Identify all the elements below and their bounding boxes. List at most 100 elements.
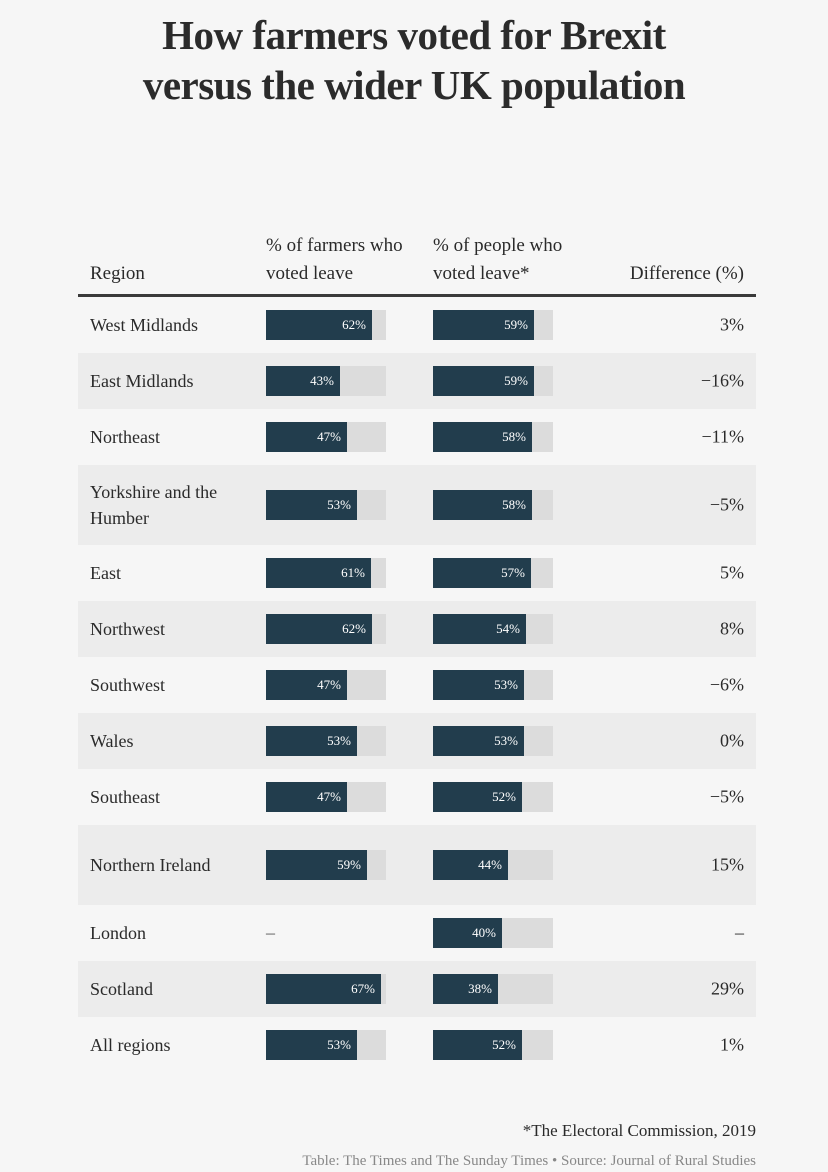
column-header-farmers: % of farmers who voted leave (266, 235, 403, 284)
region-label: All regions (90, 1035, 171, 1055)
people-bar-track: 53% (433, 670, 553, 700)
table-row: Yorkshire and the Humber 53% 58% −5% (78, 465, 756, 545)
farmers-bar-label: 62% (342, 317, 366, 332)
farmers-bar-label: 61% (341, 565, 365, 580)
region-label: Scotland (90, 979, 153, 999)
table-row: West Midlands 62% 59% 3% (78, 297, 756, 353)
table-row: Northwest 62% 54% 8% (78, 601, 756, 657)
people-bar-track: 57% (433, 558, 553, 588)
people-bar-track: 59% (433, 366, 553, 396)
farmers-bar-label: 53% (327, 497, 351, 512)
region-label: Northwest (90, 619, 165, 639)
region-label: East (90, 563, 121, 583)
difference-value: −11% (701, 426, 744, 447)
people-bar-track: 58% (433, 490, 553, 520)
farmers-bar: 59% (266, 850, 367, 880)
people-bar: 44% (433, 850, 508, 880)
difference-value: 15% (711, 854, 744, 875)
difference-value: −16% (700, 370, 744, 391)
difference-value: 1% (720, 1034, 744, 1055)
people-bar-label: 53% (494, 733, 518, 748)
table-row: Wales 53% 53% 0% (78, 713, 756, 769)
farmers-bar-label: 47% (317, 789, 341, 804)
column-header-region: Region (90, 263, 145, 284)
difference-value: 0% (720, 730, 744, 751)
people-bar-track: 53% (433, 726, 553, 756)
farmers-bar-label: 62% (342, 621, 366, 636)
people-bar-track: 59% (433, 310, 553, 340)
people-bar-label: 52% (492, 789, 516, 804)
farmers-bar: 53% (266, 726, 357, 756)
difference-value: −5% (709, 786, 744, 807)
farmers-bar-track: 53% (266, 726, 386, 756)
region-label: Southeast (90, 787, 160, 807)
farmers-bar: 47% (266, 782, 347, 812)
people-bar-label: 58% (502, 429, 526, 444)
people-bar: 57% (433, 558, 531, 588)
people-bar: 38% (433, 974, 498, 1004)
region-label: West Midlands (90, 315, 199, 335)
chart-title-line-2: versus the wider UK population (142, 62, 686, 108)
farmers-bar-label: 67% (351, 981, 375, 996)
farmers-bar-label: 47% (317, 677, 341, 692)
table-row: Northeast 47% 58% −11% (78, 409, 756, 465)
region-label: Northeast (90, 427, 160, 447)
people-bar-track: 40% (433, 918, 553, 948)
farmers-bar-label: 47% (317, 429, 341, 444)
table-body: West Midlands 62% 59% 3% East Midlands 43% 59%… (78, 297, 756, 1073)
farmers-bar-track: 61% (266, 558, 386, 588)
difference-value: 3% (720, 314, 744, 335)
people-bar: 52% (433, 782, 522, 812)
region-label: East Midlands (90, 371, 194, 391)
farmers-bar: 47% (266, 670, 347, 700)
people-bar-track: 54% (433, 614, 553, 644)
chart-title: How farmers voted for Brexit versus the … (0, 10, 828, 110)
farmers-bar-track: 53% (266, 490, 386, 520)
difference-value: −5% (709, 494, 744, 515)
farmers-bar: 62% (266, 310, 372, 340)
people-bar-label: 59% (504, 317, 528, 332)
people-bar-track: 58% (433, 422, 553, 452)
people-bar: 53% (433, 726, 524, 756)
people-bar-label: 59% (504, 373, 528, 388)
table-row: Southeast 47% 52% −5% (78, 769, 756, 825)
people-bar: 52% (433, 1030, 522, 1060)
farmers-bar-track: 43% (266, 366, 386, 396)
chart-title-line-1: How farmers voted for Brexit (162, 12, 666, 58)
people-bar-label: 58% (502, 497, 526, 512)
table-row: London – 40% – (78, 905, 756, 961)
difference-value: 8% (720, 618, 744, 639)
people-bar-track: 38% (433, 974, 553, 1004)
people-bar-label: 40% (472, 925, 496, 940)
people-bar-label: 54% (496, 621, 520, 636)
people-bar: 53% (433, 670, 524, 700)
region-label: Wales (90, 731, 134, 751)
people-bar-label: 44% (478, 857, 502, 872)
table-row: Southwest 47% 53% −6% (78, 657, 756, 713)
farmers-bar-label: 59% (337, 857, 361, 872)
people-bar: 58% (433, 422, 532, 452)
farmers-bar-track: 62% (266, 614, 386, 644)
region-label: Southwest (90, 675, 166, 695)
farmers-bar-track: 59% (266, 850, 386, 880)
people-bar: 59% (433, 310, 534, 340)
farmers-bar: 67% (266, 974, 381, 1004)
farmers-value-missing: – (266, 922, 275, 943)
people-bar-label: 52% (492, 1037, 516, 1052)
people-bar: 40% (433, 918, 502, 948)
people-bar-track: 52% (433, 1030, 553, 1060)
farmers-bar: 47% (266, 422, 347, 452)
farmers-bar: 62% (266, 614, 372, 644)
farmers-bar: 43% (266, 366, 340, 396)
people-bar: 59% (433, 366, 534, 396)
source-credit: Table: The Times and The Sunday Times • … (302, 1153, 756, 1169)
farmers-bar-track: 47% (266, 422, 386, 452)
people-bar: 54% (433, 614, 526, 644)
difference-value: −6% (709, 674, 744, 695)
people-bar-label: 38% (468, 981, 492, 996)
farmers-bar-track: 53% (266, 1030, 386, 1060)
table-row: East 61% 57% 5% (78, 545, 756, 601)
farmers-bar-label: 53% (327, 733, 351, 748)
column-header-difference: Difference (%) (629, 263, 744, 284)
region-label: London (90, 923, 146, 943)
